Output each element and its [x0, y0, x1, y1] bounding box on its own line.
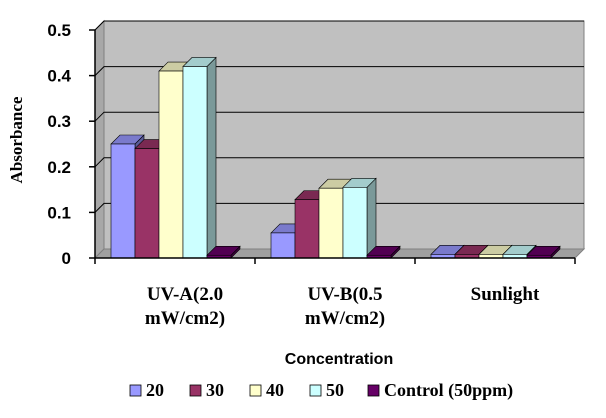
bar [342, 177, 377, 259]
y-tick-label: 0.5 [47, 21, 71, 40]
gridline [94, 66, 584, 76]
legend-item: 40 [249, 380, 284, 400]
y-tick-labels: 0 0.1 0.2 0.3 0.4 0.5 [47, 21, 71, 268]
bar-front [294, 199, 320, 259]
x-category-label: UV-B(0.5 [307, 284, 382, 305]
legend-label: 50 [326, 380, 344, 400]
legend-swatch [129, 384, 142, 397]
legend-label: 20 [146, 380, 164, 400]
gridline [94, 157, 584, 168]
gridlines [94, 20, 584, 213]
legend-label: 30 [206, 380, 224, 400]
x-category-label: UV-A(2.0 [147, 284, 223, 305]
bar-front [182, 66, 208, 259]
y-tick-label: 0 [62, 249, 71, 268]
bars [110, 56, 561, 259]
bar [206, 245, 241, 259]
legend-item: 30 [189, 380, 224, 400]
bar-front [158, 70, 184, 259]
legend-item: 20 [129, 380, 164, 400]
y-tick-label: 0.1 [47, 203, 71, 222]
plot-side-wall [94, 19, 105, 260]
bar [526, 245, 561, 259]
y-tick-label: 0.3 [47, 112, 71, 131]
gridline [94, 111, 584, 122]
legend-swatch [309, 384, 322, 397]
legend: 20 30 40 50 Control (50ppm) [129, 380, 513, 401]
bar-front [342, 187, 368, 259]
legend-label: 40 [266, 380, 284, 400]
bar-front [270, 232, 296, 259]
bar-front [318, 187, 344, 259]
axes [89, 29, 576, 264]
bar [182, 56, 217, 259]
x-category-label: mW/cm2) [145, 308, 225, 329]
bar-side [366, 177, 377, 259]
legend-swatch [189, 384, 202, 397]
legend-swatch [367, 384, 380, 397]
y-tick-label: 0.2 [47, 158, 71, 177]
x-axis-title: Concentration [285, 351, 393, 368]
x-category-labels: UV-A(2.0 mW/cm2) UV-B(0.5 mW/cm2) Sunlight [145, 284, 540, 329]
gridline [94, 20, 584, 31]
gridline [94, 202, 584, 213]
legend-swatch [249, 384, 262, 397]
bar-side [206, 56, 217, 259]
legend-item: Control (50ppm) [367, 380, 513, 401]
x-category-label: Sunlight [471, 284, 540, 305]
legend-label: Control (50ppm) [384, 380, 513, 401]
y-tick-label: 0.4 [47, 67, 71, 86]
bar-front [110, 143, 136, 259]
legend-item: 50 [309, 380, 344, 400]
bar-front [134, 148, 160, 259]
x-category-label: mW/cm2) [305, 308, 385, 329]
y-axis-title: Absorbance [7, 96, 26, 183]
